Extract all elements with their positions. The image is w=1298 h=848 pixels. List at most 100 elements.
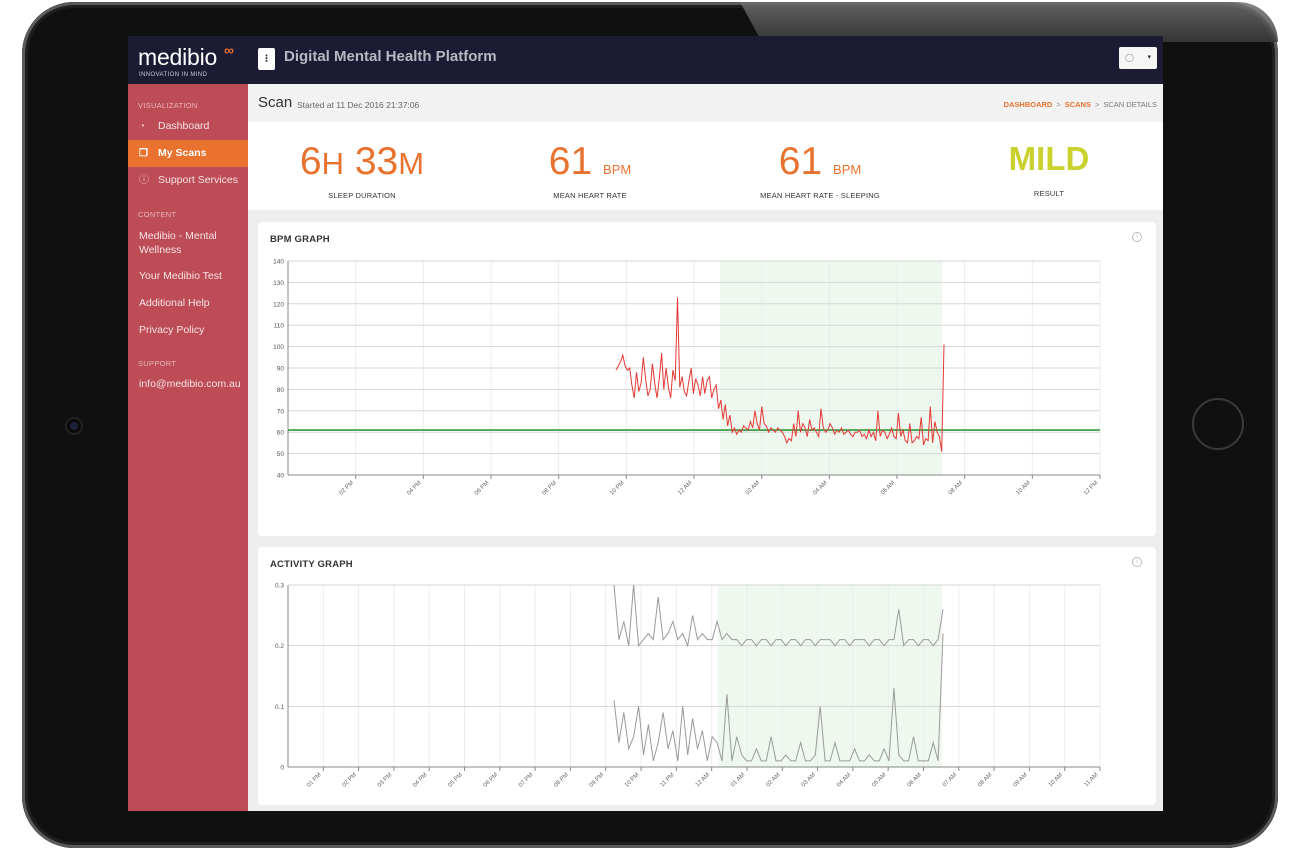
mean-heart-rate-value: 61 BPM [548, 140, 632, 183]
x-tick-label: 12 PM [1083, 480, 1100, 497]
menu-toggle-button[interactable]: ⁝ [258, 48, 275, 70]
y-tick-label: 0.3 [275, 583, 284, 590]
sidebar-link-privacy-policy[interactable]: Privacy Policy [139, 324, 205, 336]
stat-mean-heart-rate: 61 BPM MEAN HEART RATE [476, 122, 704, 210]
sidebar-item-label: Dashboard [158, 120, 210, 132]
x-tick-label: 07 AM [942, 772, 958, 788]
y-tick-label: 60 [277, 430, 285, 437]
x-tick-label: 09 PM [589, 772, 606, 789]
mean-heart-rate-sleeping-value: 61 BPM [778, 140, 862, 183]
sidebar-item-support-services[interactable]: ⓘ Support Services [128, 174, 248, 187]
y-tick-label: 40 [277, 473, 285, 480]
x-tick-label: 02 AM [745, 480, 761, 496]
x-tick-label: 04 AM [836, 772, 852, 788]
home-button[interactable] [1192, 398, 1244, 450]
x-tick-label: 08 PM [542, 480, 559, 497]
x-tick-label: 03 AM [801, 772, 817, 788]
y-tick-label: 110 [274, 323, 285, 330]
mean-heart-rate-sleeping-label: MEAN HEART RATE - SLEEPING [760, 191, 880, 200]
activity-chart: 0.3 0.2 0.1 0 01 PM 02 PM 03 PM 04 PM 05 PM 06 PM… [275, 583, 1101, 789]
info-icon: ⓘ [139, 175, 149, 186]
sidebar-item-my-scans[interactable]: ❐ My Scans [128, 140, 248, 167]
sleep-duration-value: 6H 33M [299, 140, 425, 183]
logo[interactable]: medibio ∞ INNOVATION IN MIND [138, 42, 248, 82]
x-tick-label: 08 AM [977, 772, 993, 788]
page-title: Scan [258, 94, 293, 111]
x-tick-label: 07 PM [518, 772, 535, 789]
sidebar-item-dashboard[interactable]: ◔ Dashboard [128, 120, 248, 133]
breadcrumb-separator: > [1056, 100, 1061, 109]
breadcrumb-dashboard[interactable]: DASHBOARD [1003, 100, 1053, 109]
main-content: Scan Started at 11 Dec 2016 21:37:06 DAS… [248, 84, 1163, 811]
mean-heart-rate-label: MEAN HEART RATE [553, 191, 627, 200]
stat-mean-heart-rate-sleeping: 61 BPM MEAN HEART RATE - SLEEPING [706, 122, 934, 210]
activity-graph-title: ACTIVITY GRAPH [270, 559, 353, 570]
result-label: RESULT [1033, 189, 1065, 198]
logo-tagline: INNOVATION IN MIND [139, 72, 208, 78]
sidebar-item-label: My Scans [158, 147, 207, 159]
x-tick-label: 10 PM [624, 772, 641, 789]
sleep-period-band [718, 585, 942, 767]
bpm-chart: 140 130 120 110 100 90 80 70 60 50 40 02 PM 04 PM 06 … [273, 259, 1101, 497]
frame-glare [740, 2, 1278, 42]
user-icon: ◯ [1125, 53, 1134, 62]
breadcrumb-scans[interactable]: SCANS [1064, 100, 1091, 109]
sidebar-link-additional-help[interactable]: Additional Help [139, 297, 210, 309]
breadcrumb-current: SCAN DETAILS [1103, 100, 1157, 109]
activity-graph-card: ACTIVITY GRAPH i 0.3 0.2 0.1 0 01 PM 02 PM 03 … [258, 547, 1156, 805]
series-line-0 [615, 297, 945, 452]
y-tick-label: 0 [280, 765, 284, 772]
stats-panel: 6H 33M SLEEP DURATION 61 BPM MEAN HEART … [248, 122, 1163, 210]
screen: medibio ∞ INNOVATION IN MIND ⁝ Digital M… [128, 36, 1163, 811]
x-tick-label: 06 PM [483, 772, 500, 789]
info-icon[interactable]: i [1132, 557, 1142, 567]
infinity-icon: ∞ [224, 42, 234, 58]
sidebar-link-email[interactable]: info@medibio.com.au [139, 378, 241, 390]
sidebar-heading-visualization: VISUALIZATION [138, 101, 198, 110]
bpm-graph-card: BPM GRAPH i 140 130 120 110 100 90 80 70 60 50 40 0… [258, 222, 1156, 536]
x-tick-label: 02 AM [765, 772, 781, 788]
y-tick-label: 140 [273, 259, 284, 266]
x-tick-label: 12 AM [695, 772, 711, 788]
platform-title: Digital Mental Health Platform [284, 48, 497, 65]
sidebar-heading-content: CONTENT [138, 210, 177, 219]
x-tick-label: 10 PM [609, 480, 626, 497]
x-tick-label: 12 AM [677, 480, 693, 496]
stat-result: MILD RESULT [935, 122, 1163, 210]
x-tick-label: 11 PM [660, 772, 676, 788]
x-tick-label: 09 AM [1013, 772, 1029, 788]
y-tick-label: 90 [277, 366, 285, 373]
sidebar-heading-support: SUPPORT [138, 359, 177, 368]
logo-text: medibio [138, 44, 218, 70]
sidebar-link-mental-wellness[interactable]: Medibio - Mental Wellness [139, 230, 217, 256]
sidebar-item-label: Support Services [158, 174, 238, 186]
x-tick-label: 04 AM [812, 480, 828, 496]
x-tick-label: 10 AM [1048, 772, 1064, 788]
camera-icon [67, 419, 81, 433]
x-tick-label: 08 AM [948, 480, 964, 496]
x-tick-label: 04 PM [406, 480, 423, 497]
y-tick-label: 0.1 [275, 704, 284, 711]
top-bar: medibio ∞ INNOVATION IN MIND ⁝ Digital M… [128, 36, 1163, 84]
breadcrumb-separator: > [1094, 100, 1100, 109]
bpm-graph-title: BPM GRAPH [270, 234, 330, 245]
y-tick-label: 0.2 [275, 643, 284, 650]
sleep-duration-label: SLEEP DURATION [328, 191, 396, 200]
page-subtitle: Started at 11 Dec 2016 21:37:06 [297, 100, 420, 110]
clipboard-icon: ❐ [139, 148, 148, 159]
y-tick-label: 120 [273, 301, 284, 308]
sidebar-link-your-test[interactable]: Your Medibio Test [139, 270, 222, 282]
x-tick-label: 06 AM [907, 772, 923, 788]
y-tick-label: 70 [277, 408, 285, 415]
result-value: MILD [1008, 140, 1090, 177]
y-tick-label: 80 [277, 387, 285, 394]
x-tick-label: 06 PM [474, 480, 491, 497]
x-tick-label: 02 PM [342, 772, 359, 789]
info-icon[interactable]: i [1132, 232, 1142, 242]
chevron-down-icon: ▾ [1147, 54, 1151, 61]
x-tick-label: 08 PM [553, 772, 570, 789]
user-menu-button[interactable]: ◯ ▾ [1119, 47, 1157, 69]
x-tick-label: 05 AM [871, 772, 887, 788]
x-tick-label: 04 PM [412, 772, 429, 789]
sidebar: VISUALIZATION ◔ Dashboard ❐ My Scans ⓘ S… [128, 84, 248, 811]
